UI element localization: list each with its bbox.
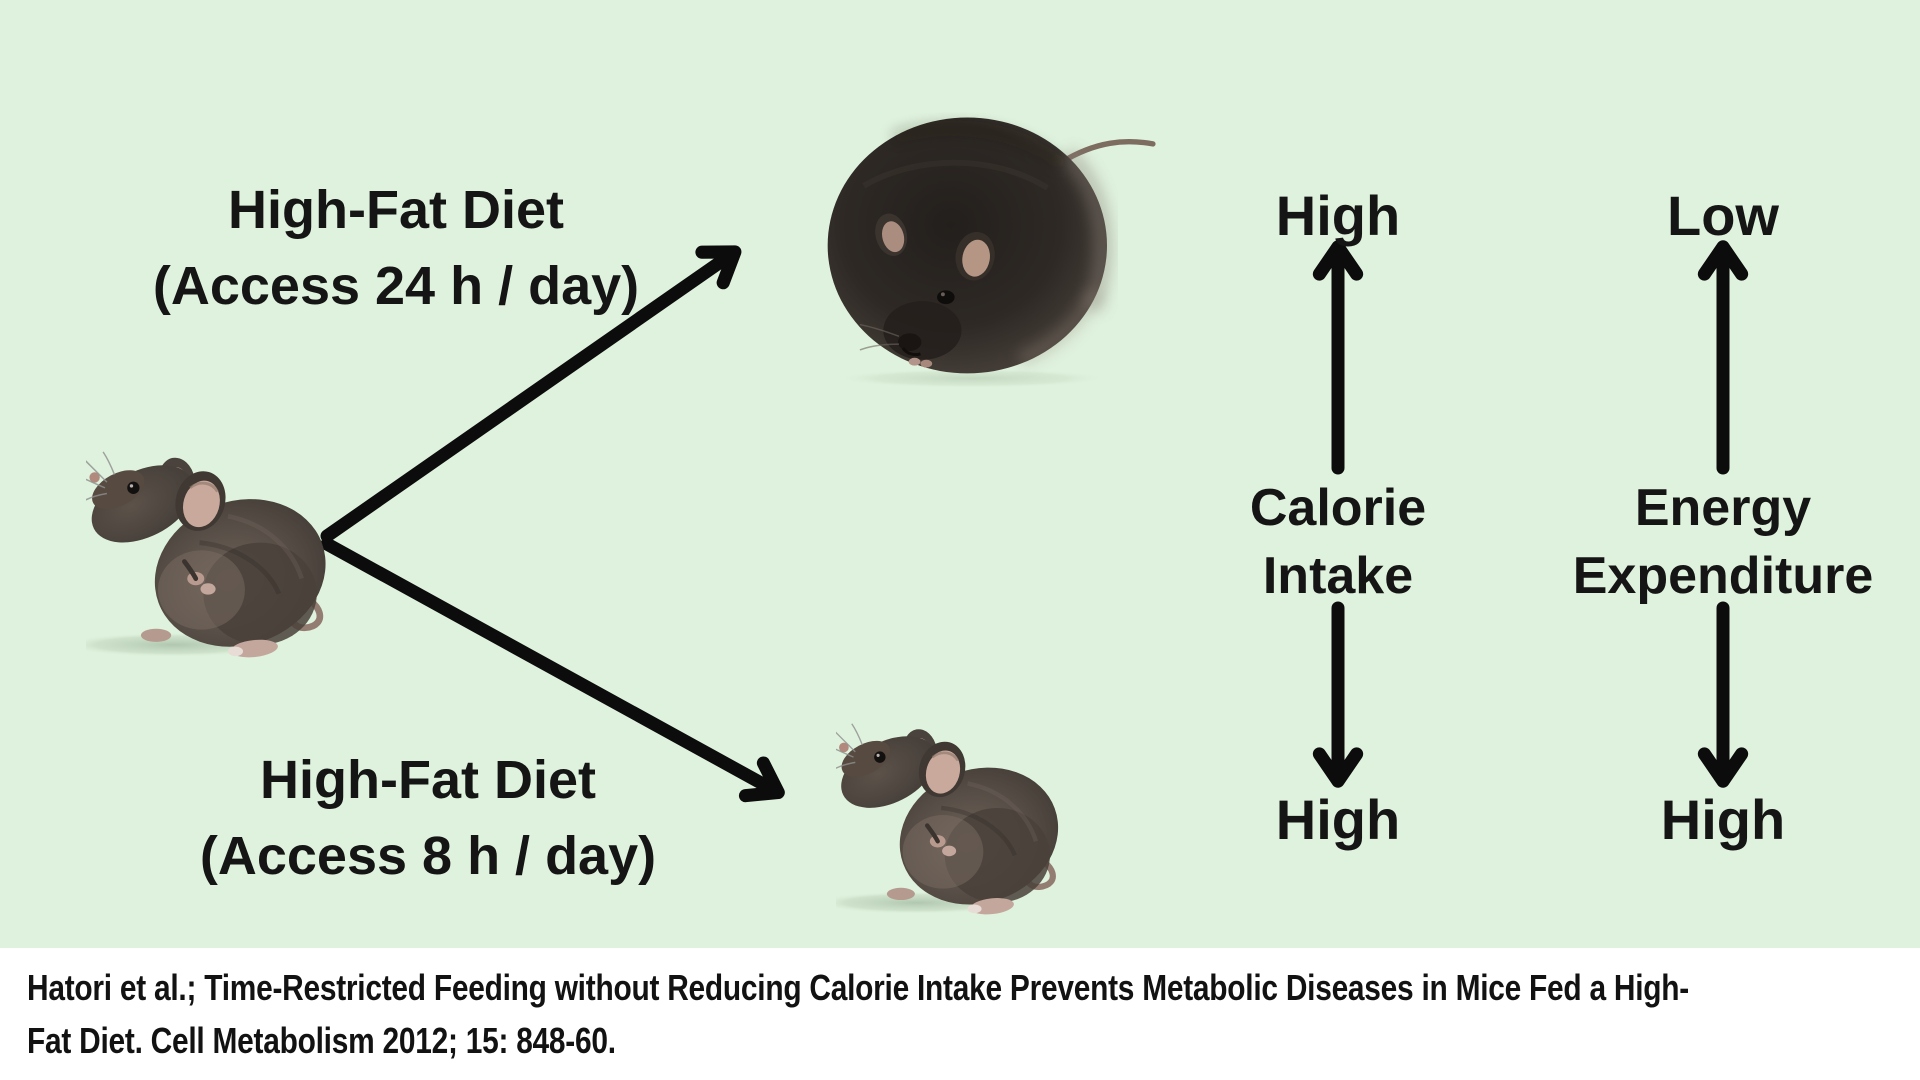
citation-bar: Hatori et al.; Time-Restricted Feeding w… xyxy=(0,948,1920,1080)
energy-expenditure-label-line1: Energy xyxy=(1634,479,1812,537)
energy-expenditure-bottom-value: High xyxy=(1660,788,1786,851)
branch-label-8h: High-Fat Diet (Access 8 h / day) xyxy=(200,742,656,894)
branch-label-24h-line2: (Access 24 h / day) xyxy=(152,256,640,316)
branch-label-8h-line1: High-Fat Diet xyxy=(260,750,596,810)
calorie-intake-bottom-value: High xyxy=(1275,788,1401,851)
branch-label-24h-line1: High-Fat Diet xyxy=(228,180,564,240)
calorie-intake-label-line2: Intake xyxy=(1262,547,1414,605)
diagram-area: High-Fat Diet (Access 24 h / day) High-F… xyxy=(0,0,1920,948)
flow-arrows xyxy=(320,240,1749,803)
branch-label-24h: High-Fat Diet (Access 24 h / day) xyxy=(153,172,639,324)
citation-line1: Hatori et al.; Time-Restricted Feeding w… xyxy=(27,967,1689,1008)
energy-expenditure-top-value: Low xyxy=(1667,184,1779,247)
arrow-to-obese-mouse xyxy=(320,245,742,543)
arrow-to-lean-mouse xyxy=(320,537,785,803)
obese-mouse-image xyxy=(805,98,1157,391)
lean-mouse-image xyxy=(836,722,1064,915)
calorie-intake-label-line1: Calorie xyxy=(1249,479,1427,537)
lean-mouse-image xyxy=(86,450,332,658)
calorie-intake-label: Calorie Intake xyxy=(1250,474,1426,610)
energy-expenditure-label: Energy Expenditure xyxy=(1573,474,1874,610)
branch-label-8h-line2: (Access 8 h / day) xyxy=(199,826,657,886)
citation-text: Hatori et al.; Time-Restricted Feeding w… xyxy=(27,961,1689,1067)
energy-expenditure-label-line2: Expenditure xyxy=(1572,547,1874,605)
citation-line2: Fat Diet. Cell Metabolism 2012; 15: 848-… xyxy=(27,1020,616,1061)
calorie-intake-top-value: High xyxy=(1275,184,1401,247)
